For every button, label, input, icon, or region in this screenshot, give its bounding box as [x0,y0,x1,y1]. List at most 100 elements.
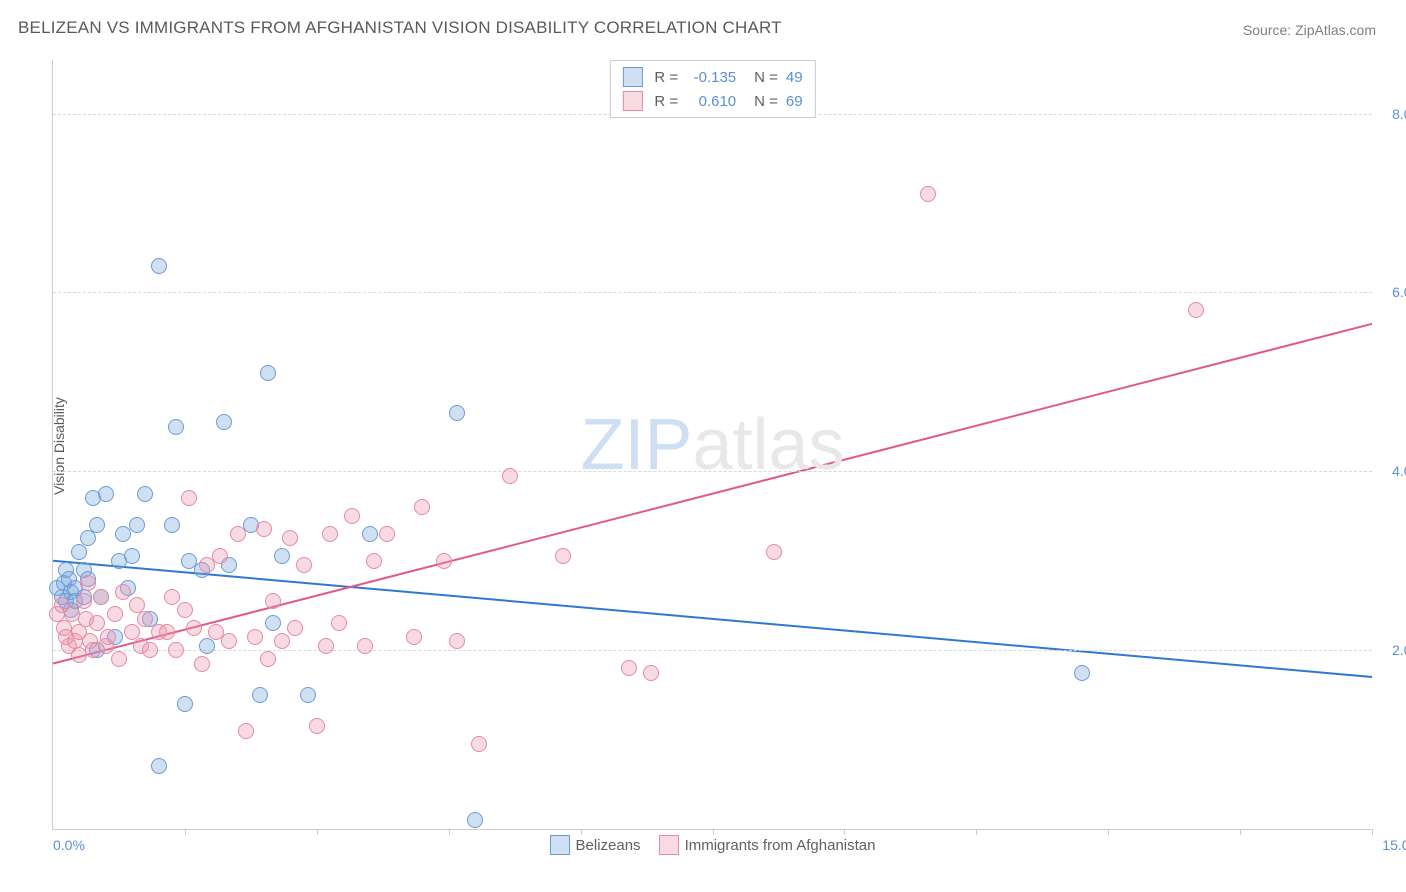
scatter-point [93,589,109,605]
scatter-point [449,405,465,421]
x-tick-mark [713,829,714,835]
x-tick-mark [317,829,318,835]
scatter-point [107,606,123,622]
gridline [53,650,1372,651]
x-tick-mark [844,829,845,835]
scatter-point [164,589,180,605]
scatter-point [265,615,281,631]
x-tick-mark [185,829,186,835]
legend-item-series-0: Belizeans [550,835,641,855]
gridline [53,471,1372,472]
gridline [53,292,1372,293]
scatter-point [300,687,316,703]
scatter-point [194,656,210,672]
scatter-point [256,521,272,537]
scatter-point [260,365,276,381]
chart-container: BELIZEAN VS IMMIGRANTS FROM AFGHANISTAN … [0,0,1406,892]
trend-line [53,561,1372,677]
scatter-point [129,517,145,533]
legend-n-value-0: 49 [786,69,803,86]
scatter-point [212,548,228,564]
legend-item-series-1: Immigrants from Afghanistan [659,835,876,855]
scatter-point [115,584,131,600]
scatter-point [137,611,153,627]
watermark: ZIPatlas [580,404,844,486]
scatter-point [221,633,237,649]
scatter-point [76,593,92,609]
scatter-point [287,620,303,636]
scatter-point [449,633,465,649]
scatter-point [265,593,281,609]
trend-line [53,324,1372,664]
scatter-point [318,638,334,654]
plot-area: ZIPatlas R = -0.135 N = 49 R = 0.610 N =… [52,60,1372,830]
scatter-point [151,758,167,774]
y-tick-label: 4.0% [1392,463,1406,479]
scatter-point [181,490,197,506]
legend-n-label: N = [754,69,778,86]
x-tick-label: 15.0% [1382,837,1406,853]
scatter-point [274,548,290,564]
scatter-point [100,629,116,645]
legend-row-series-1: R = 0.610 N = 69 [622,89,802,113]
legend-series: Belizeans Immigrants from Afghanistan [550,835,876,855]
scatter-point [168,419,184,435]
x-tick-mark [976,829,977,835]
x-tick-mark [449,829,450,835]
scatter-point [199,638,215,654]
legend-swatch-bottom-1 [659,835,679,855]
legend-swatch-series-0 [622,67,642,87]
scatter-point [98,486,114,502]
legend-r-label: R = [654,93,678,110]
scatter-point [282,530,298,546]
scatter-point [177,696,193,712]
legend-label-series-0: Belizeans [576,837,641,854]
scatter-point [274,633,290,649]
scatter-point [766,544,782,560]
legend-correlation: R = -0.135 N = 49 R = 0.610 N = 69 [609,60,815,118]
y-tick-label: 6.0% [1392,284,1406,300]
scatter-point [471,736,487,752]
x-tick-mark [581,829,582,835]
legend-r-value-0: -0.135 [686,69,736,86]
scatter-point [164,517,180,533]
legend-swatch-bottom-0 [550,835,570,855]
trend-lines-svg [53,60,1372,829]
y-tick-label: 8.0% [1392,106,1406,122]
scatter-point [89,517,105,533]
scatter-point [344,508,360,524]
scatter-point [124,548,140,564]
legend-swatch-series-1 [622,91,642,111]
scatter-point [643,665,659,681]
scatter-point [247,629,263,645]
scatter-point [260,651,276,667]
scatter-point [168,642,184,658]
legend-n-value-1: 69 [786,93,803,110]
source-label: Source: ZipAtlas.com [1243,22,1376,38]
scatter-point [137,486,153,502]
scatter-point [238,723,254,739]
scatter-point [406,629,422,645]
scatter-point [379,526,395,542]
scatter-point [177,602,193,618]
legend-row-series-0: R = -0.135 N = 49 [622,65,802,89]
scatter-point [1074,665,1090,681]
scatter-point [71,544,87,560]
scatter-point [80,530,96,546]
scatter-point [555,548,571,564]
scatter-point [1188,302,1204,318]
scatter-point [142,642,158,658]
scatter-point [502,468,518,484]
scatter-point [80,575,96,591]
scatter-point [309,718,325,734]
watermark-atlas: atlas [692,405,844,485]
x-tick-mark [1372,829,1373,835]
scatter-point [216,414,232,430]
scatter-point [436,553,452,569]
scatter-point [151,258,167,274]
legend-label-series-1: Immigrants from Afghanistan [685,837,876,854]
scatter-point [252,687,268,703]
scatter-point [186,620,202,636]
scatter-point [366,553,382,569]
scatter-point [357,638,373,654]
